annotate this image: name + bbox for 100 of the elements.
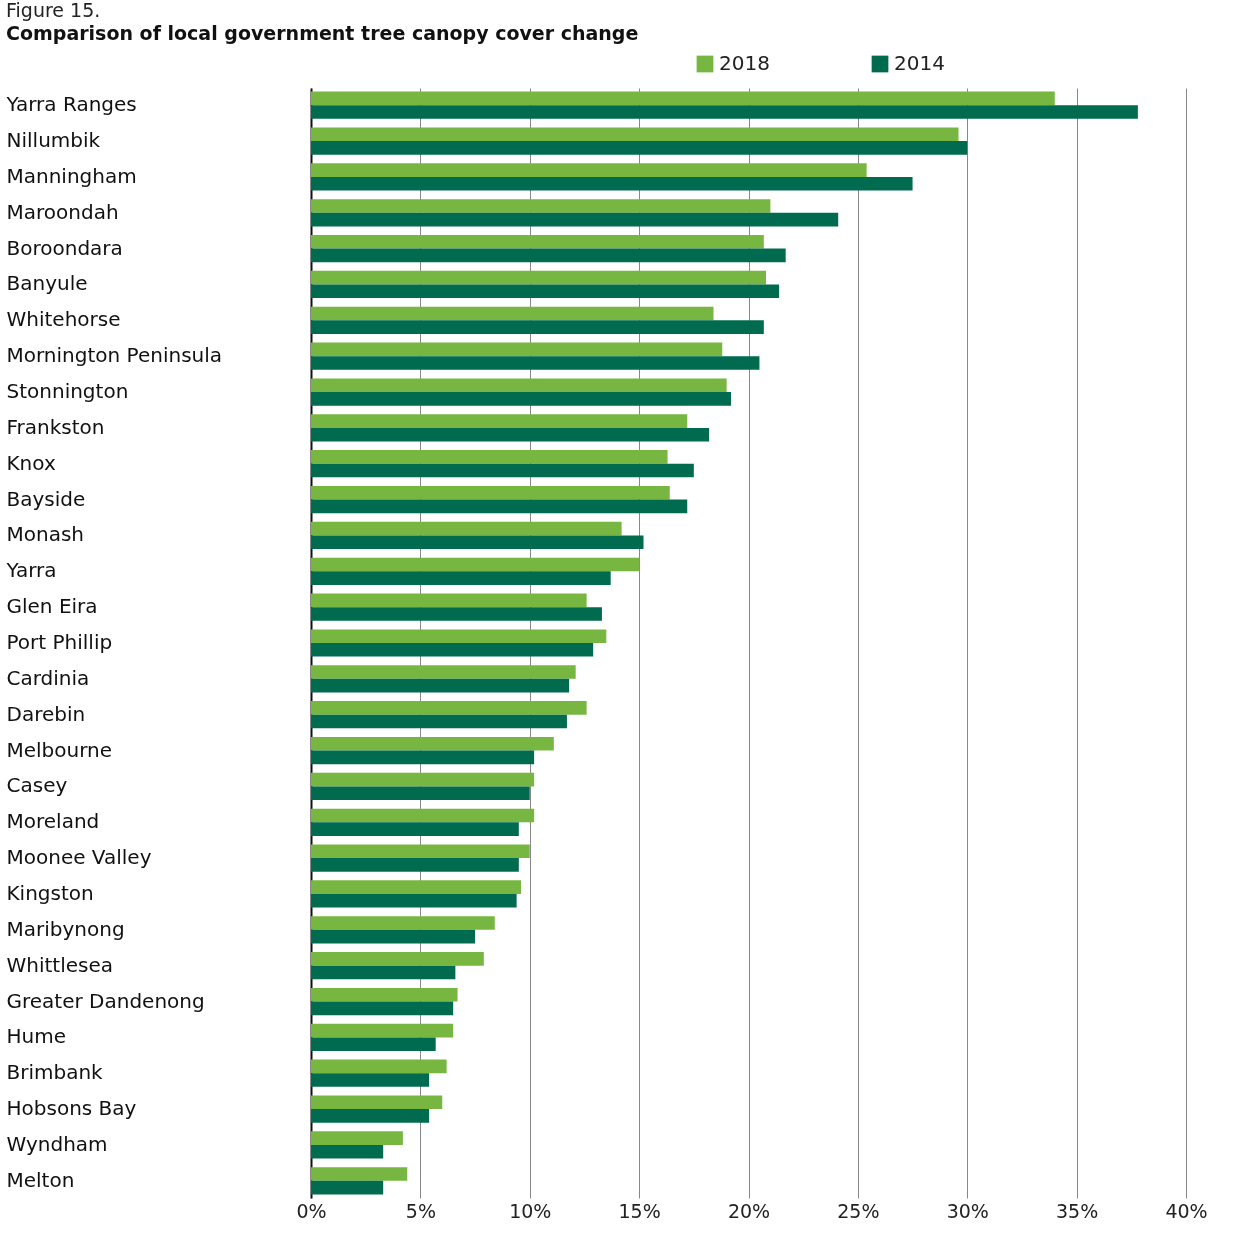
bar xyxy=(311,414,688,428)
y-tick-label: Manningham xyxy=(6,163,137,188)
y-tick-label: Hume xyxy=(6,1024,67,1049)
bar xyxy=(311,822,519,836)
bar xyxy=(311,535,644,550)
bar xyxy=(311,786,530,801)
bar xyxy=(311,248,786,263)
x-tick-label: 35% xyxy=(1056,1199,1099,1222)
bar xyxy=(311,1109,430,1123)
y-tick-label: Cardinia xyxy=(6,665,90,690)
bar xyxy=(311,141,968,155)
y-tick-label: Boroondara xyxy=(6,235,123,260)
bar xyxy=(311,701,587,715)
bar xyxy=(311,772,535,787)
bar xyxy=(311,485,670,500)
y-tick-label: Melbourne xyxy=(6,737,113,762)
bar xyxy=(311,127,959,142)
y-tick-label: Bayside xyxy=(6,486,86,511)
bar xyxy=(311,714,567,729)
y-tick-label: Maribynong xyxy=(6,916,125,941)
y-tick-label: Stonnington xyxy=(6,379,129,404)
bar xyxy=(311,1095,443,1110)
bar xyxy=(311,521,622,536)
y-tick-label: Yarra xyxy=(5,558,57,583)
x-tick-label: 20% xyxy=(727,1199,771,1222)
bar xyxy=(311,176,913,191)
y-tick-label: Kingston xyxy=(6,880,94,905)
bar xyxy=(311,1144,384,1159)
y-tick-label: Brimbank xyxy=(6,1060,104,1085)
bar xyxy=(311,306,714,321)
bar xyxy=(311,270,766,285)
bar xyxy=(311,212,839,227)
bar xyxy=(311,893,517,908)
y-tick-label: Moreland xyxy=(6,809,100,834)
bar xyxy=(311,736,554,751)
bar xyxy=(311,356,760,370)
chart-subtitle: Comparison of local government tree canopy cover change xyxy=(6,22,639,44)
y-tick-label: Yarra Ranges xyxy=(5,92,137,117)
y-tick-label: Darebin xyxy=(6,701,86,726)
bar xyxy=(311,593,587,608)
bar xyxy=(311,284,780,299)
bar xyxy=(311,929,476,944)
bar xyxy=(311,1023,454,1038)
bar xyxy=(311,392,731,406)
x-tick-label: 40% xyxy=(1165,1199,1208,1222)
bar xyxy=(311,1059,447,1074)
y-tick-label: Hobsons Bay xyxy=(6,1096,137,1121)
bar xyxy=(311,858,519,872)
y-tick-label: Wyndham xyxy=(6,1131,108,1156)
y-tick-label: Whitehorse xyxy=(6,307,121,332)
bar xyxy=(311,571,611,585)
x-tick-label: 15% xyxy=(618,1199,661,1222)
y-tick-label: Melton xyxy=(6,1167,75,1192)
legend-label: 2018 xyxy=(719,51,770,75)
bar xyxy=(311,987,458,1002)
y-tick-label: Knox xyxy=(6,450,56,475)
bar xyxy=(311,499,688,514)
bar xyxy=(311,1073,430,1087)
bar xyxy=(311,450,668,464)
bar xyxy=(311,199,771,213)
bar xyxy=(311,965,456,980)
bar xyxy=(311,235,764,249)
y-tick-label: Nillumbik xyxy=(6,128,101,153)
bar xyxy=(311,91,1055,106)
bar xyxy=(311,1001,454,1016)
y-tick-label: Moonee Valley xyxy=(6,845,152,870)
bar xyxy=(311,808,535,823)
x-tick-label: 5% xyxy=(405,1199,436,1222)
legend-label: 2014 xyxy=(894,51,945,75)
y-tick-label: Casey xyxy=(6,773,68,798)
bar xyxy=(311,427,710,442)
bar xyxy=(311,952,484,966)
bar xyxy=(311,750,535,765)
bar xyxy=(311,557,640,572)
y-tick-label: Port Phillip xyxy=(6,630,113,654)
bar xyxy=(311,1180,384,1195)
x-tick-label: 0% xyxy=(296,1199,327,1222)
bar xyxy=(311,643,594,657)
bar xyxy=(311,1167,408,1181)
y-tick-label: Banyule xyxy=(6,271,88,296)
y-tick-label: Whittlesea xyxy=(6,952,114,977)
bar xyxy=(311,1131,403,1145)
y-tick-label: Mornington Peninsula xyxy=(6,343,223,368)
x-tick-label: 25% xyxy=(837,1199,880,1222)
x-tick-label: 30% xyxy=(946,1199,989,1222)
text: Figure 15. xyxy=(6,0,101,21)
bar xyxy=(311,163,867,177)
bar xyxy=(311,105,1138,119)
y-tick-label: Maroondah xyxy=(6,199,119,224)
y-tick-label: Monash xyxy=(6,522,85,547)
bar xyxy=(311,342,723,357)
y-tick-label: Glen Eira xyxy=(6,594,98,619)
y-tick-label: Frankston xyxy=(6,414,105,439)
bar xyxy=(311,320,764,334)
bar xyxy=(311,880,521,894)
bar xyxy=(311,629,607,643)
bar xyxy=(311,463,694,478)
bar xyxy=(311,844,530,859)
y-tick-label: Greater Dandenong xyxy=(6,988,205,1013)
bar xyxy=(311,1037,436,1051)
